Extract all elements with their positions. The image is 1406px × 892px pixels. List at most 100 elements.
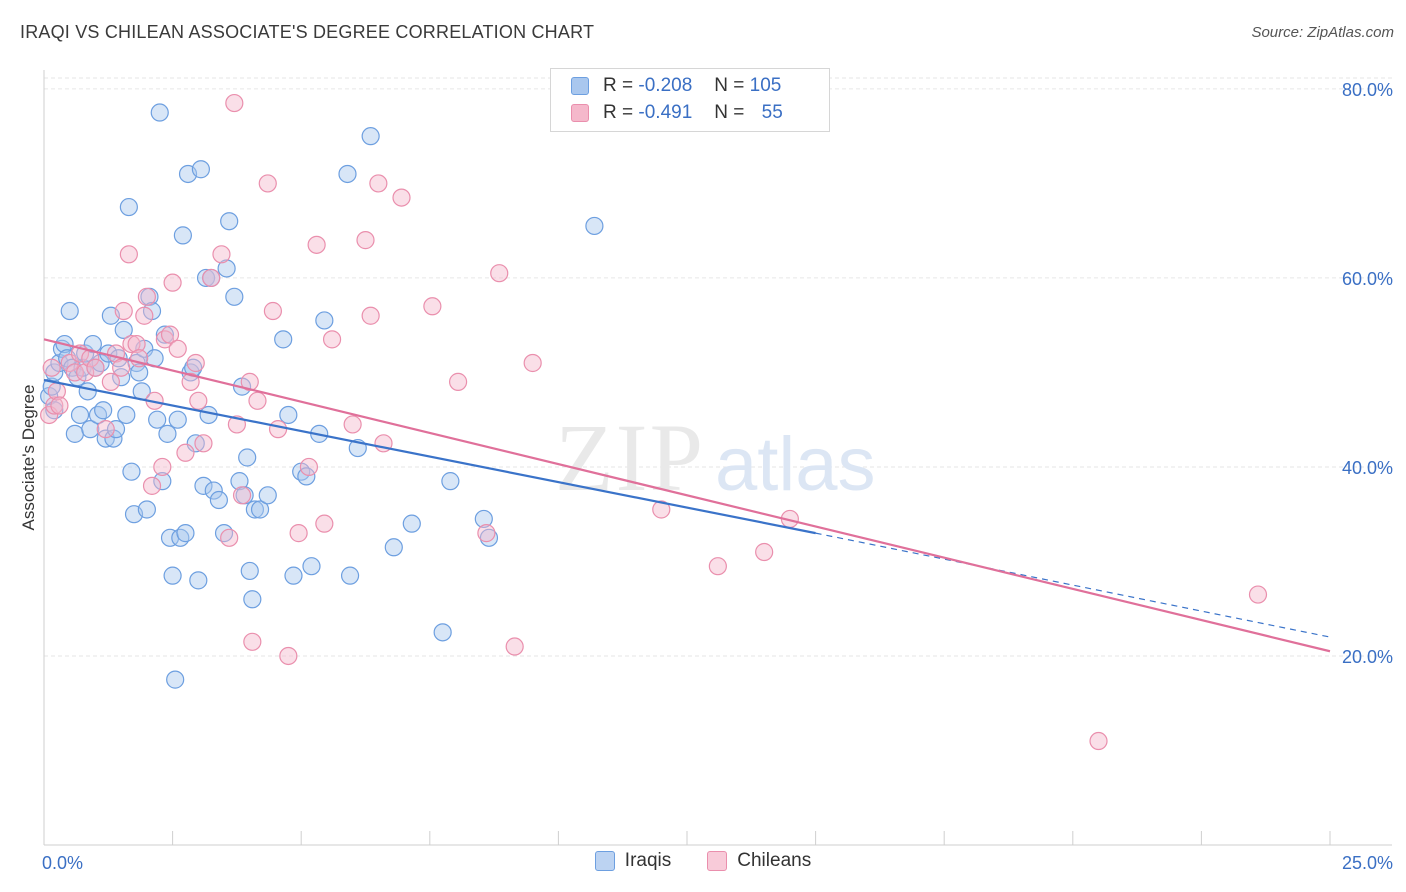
iraqis-point (94, 401, 113, 420)
chileans-point (369, 174, 388, 193)
iraqis-point (122, 462, 141, 481)
chileans-point (307, 235, 326, 254)
chileans-point (708, 557, 727, 576)
chileans-point (220, 528, 239, 547)
iraqis-point (119, 197, 138, 217)
chileans-trendline (43, 338, 1331, 653)
chileans-point (423, 297, 442, 316)
iraqis-point (166, 670, 185, 689)
y-axis-title: Associate's Degree (19, 385, 38, 531)
chileans-point (299, 457, 319, 477)
chileans-point (189, 391, 208, 410)
chileans-point (243, 632, 262, 651)
iraqis-point (176, 524, 195, 543)
chileans-point (119, 245, 138, 264)
chileans-point (122, 334, 141, 354)
correlation-legend: R = -0.208 N = 105 R = -0.491 N = 55 (550, 68, 830, 132)
iraqis-point (361, 127, 380, 146)
chileans-point (194, 434, 213, 453)
chileans-point (50, 396, 69, 415)
iraqis-point (279, 405, 298, 425)
chileans-point (65, 363, 84, 382)
iraqis-point (384, 538, 403, 557)
iraqis-point (78, 382, 97, 401)
chileans-point (45, 396, 64, 415)
chileans-point (755, 542, 774, 562)
chileans-point (361, 306, 380, 325)
chileans-point (202, 268, 221, 288)
iraqis-swatch-icon (571, 77, 589, 95)
legend-item-iraqis[interactable]: Iraqis (594, 850, 672, 872)
iraqis-point (150, 103, 169, 122)
iraqis-point (204, 481, 223, 500)
n-value-iraqis: 105 (749, 75, 782, 96)
iraqis-point (189, 571, 208, 590)
chileans-point (176, 443, 195, 462)
chileans-point (163, 273, 182, 292)
iraqis-point (240, 561, 259, 581)
chileans-point (523, 353, 542, 373)
r-label: R = (603, 75, 634, 96)
legend-item-chileans[interactable]: Chileans (707, 850, 811, 872)
iraqis-point (168, 410, 187, 429)
iraqis-point (114, 320, 133, 340)
chileans-point (268, 420, 288, 439)
iraqis-point (474, 509, 493, 529)
chileans-point (168, 339, 187, 358)
chileans-point (343, 415, 362, 434)
chileans-point (225, 93, 244, 113)
n-value-chileans: 55 (761, 102, 783, 123)
source-credit: Source: ZipAtlas.com (1251, 24, 1394, 41)
chileans-point (279, 646, 298, 666)
iraqis-point (402, 514, 421, 533)
iraqis-point (70, 405, 90, 425)
iraqis-point (340, 566, 360, 585)
chileans-point (137, 287, 156, 306)
chileans-point (248, 391, 267, 410)
label-layer: 20.0% 40.0% 60.0% 80.0% 0.0% 25.0% Associate's… (19, 80, 1393, 873)
iraqis-trendline (43, 378, 816, 535)
chileans-point (652, 500, 671, 519)
watermark: ZIP atlas (555, 404, 876, 511)
iraqis-point (130, 363, 149, 382)
iraqis-legend-icon (594, 851, 615, 871)
n-label: N = (714, 102, 745, 123)
y-tick-label: 60.0% (1342, 269, 1393, 289)
n-label: N = (714, 75, 745, 96)
iraqis-point (245, 500, 265, 519)
iraqis-point (158, 424, 177, 443)
iraqis-point (284, 566, 303, 585)
iraqis-point (274, 330, 293, 349)
chileans-point (160, 325, 180, 344)
chileans-point (322, 330, 342, 349)
iraqis-point (220, 212, 239, 231)
iraqis-point (106, 420, 126, 439)
legend-row-chileans: R = -0.491 N = 55 (571, 100, 783, 126)
iraqis-point (81, 420, 100, 439)
iraqis-trendline-extension (815, 532, 1331, 638)
legend-row-iraqis: R = -0.208 N = 105 (571, 73, 781, 99)
chileans-point (112, 358, 131, 377)
iraqis-point (433, 623, 452, 642)
chileans-point (86, 358, 105, 377)
chileans-point (42, 358, 61, 377)
iraqis-point (258, 486, 277, 505)
y-tick-label: 20.0% (1342, 647, 1393, 667)
iraqis-point (243, 590, 262, 609)
legend-label-chileans: Chileans (737, 850, 812, 871)
iraqis-point (163, 566, 182, 585)
chileans-point (114, 301, 133, 321)
chileans-point (356, 231, 375, 250)
chileans-point (258, 174, 277, 193)
series-legend: Iraqis Chileans (0, 850, 1406, 872)
chileans-point (263, 301, 283, 321)
legend-label-iraqis: Iraqis (624, 850, 672, 871)
iraqis-point (194, 476, 213, 495)
chileans-point (505, 637, 524, 656)
iraqis-point (302, 557, 321, 576)
r-value-iraqis: -0.208 (638, 75, 693, 96)
iraqis-point (238, 448, 257, 467)
chileans-point (127, 334, 146, 354)
trend-layer (43, 338, 1331, 653)
chileans-legend-icon (707, 851, 728, 871)
